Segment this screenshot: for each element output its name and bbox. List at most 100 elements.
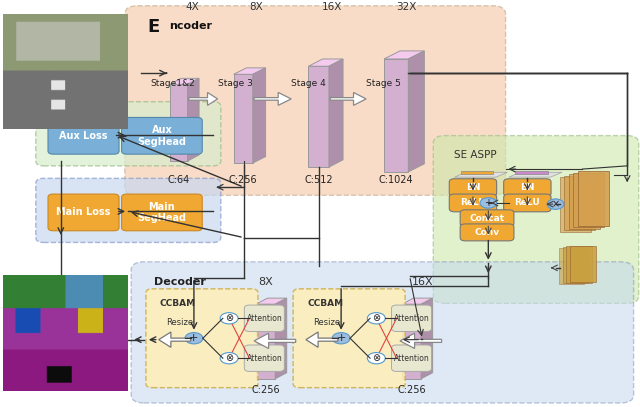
Polygon shape — [408, 51, 424, 172]
Text: C:256: C:256 — [229, 175, 257, 185]
FancyBboxPatch shape — [122, 118, 202, 154]
Text: 16X: 16X — [412, 277, 433, 287]
Polygon shape — [461, 171, 493, 174]
Text: Attention: Attention — [246, 354, 282, 363]
FancyBboxPatch shape — [570, 245, 596, 282]
FancyBboxPatch shape — [460, 224, 514, 241]
Circle shape — [220, 352, 238, 364]
FancyBboxPatch shape — [433, 136, 639, 303]
Text: Resize: Resize — [166, 318, 193, 327]
Circle shape — [480, 198, 497, 208]
FancyBboxPatch shape — [566, 246, 592, 282]
Text: Attention: Attention — [394, 354, 429, 363]
Text: C:256: C:256 — [252, 385, 280, 395]
Polygon shape — [402, 298, 433, 304]
FancyBboxPatch shape — [392, 345, 431, 372]
Text: ncoder: ncoder — [170, 21, 212, 31]
Text: Concat: Concat — [470, 214, 504, 223]
Polygon shape — [454, 172, 508, 177]
Text: SE ASPP: SE ASPP — [454, 150, 497, 160]
FancyBboxPatch shape — [460, 210, 514, 227]
Text: ⊗: ⊗ — [225, 313, 233, 323]
Text: Main Loss: Main Loss — [56, 208, 111, 217]
Circle shape — [367, 352, 385, 364]
Text: 8X: 8X — [258, 277, 273, 287]
FancyBboxPatch shape — [244, 345, 284, 372]
FancyBboxPatch shape — [36, 102, 221, 166]
Text: 8X: 8X — [249, 2, 263, 12]
Polygon shape — [256, 304, 275, 379]
Polygon shape — [234, 68, 266, 74]
Circle shape — [367, 313, 385, 324]
Polygon shape — [330, 92, 366, 105]
FancyBboxPatch shape — [449, 179, 497, 197]
Text: C:64: C:64 — [168, 175, 189, 185]
Text: Aux
SegHead: Aux SegHead — [138, 125, 186, 147]
Text: ⊗: ⊗ — [372, 353, 380, 363]
FancyBboxPatch shape — [293, 289, 405, 387]
Polygon shape — [384, 59, 408, 172]
Text: ⊗: ⊗ — [225, 353, 233, 363]
Polygon shape — [306, 332, 338, 347]
Text: BN: BN — [520, 183, 534, 192]
Text: 4X: 4X — [185, 2, 199, 12]
FancyBboxPatch shape — [392, 305, 431, 331]
Polygon shape — [170, 84, 188, 161]
Text: Stage1&2: Stage1&2 — [150, 79, 195, 88]
Text: 16X: 16X — [321, 2, 342, 12]
Text: +: + — [337, 333, 346, 343]
FancyBboxPatch shape — [449, 194, 497, 212]
Polygon shape — [188, 78, 199, 161]
Polygon shape — [254, 333, 296, 348]
Polygon shape — [402, 304, 421, 379]
Text: Attention: Attention — [246, 314, 282, 323]
Text: ReLU: ReLU — [460, 199, 486, 208]
Polygon shape — [189, 92, 218, 105]
Text: C:1024: C:1024 — [379, 175, 413, 185]
Polygon shape — [234, 74, 253, 163]
Text: ⊗: ⊗ — [372, 313, 380, 323]
Text: +: + — [189, 333, 198, 343]
Polygon shape — [384, 51, 424, 59]
Text: Decoder: Decoder — [154, 277, 205, 287]
Polygon shape — [400, 333, 442, 348]
Polygon shape — [308, 66, 329, 167]
Text: CCBAM: CCBAM — [160, 299, 196, 308]
Polygon shape — [254, 92, 291, 105]
FancyBboxPatch shape — [569, 174, 600, 229]
Text: Aux Loss: Aux Loss — [60, 131, 108, 141]
Circle shape — [185, 333, 203, 344]
Text: Stage 4: Stage 4 — [291, 79, 326, 88]
Text: $\mathbf{E}$: $\mathbf{E}$ — [147, 18, 160, 36]
FancyBboxPatch shape — [244, 305, 284, 331]
FancyBboxPatch shape — [559, 248, 584, 284]
Text: 32X: 32X — [396, 2, 417, 12]
Text: Attention: Attention — [394, 314, 429, 323]
FancyBboxPatch shape — [146, 289, 258, 387]
Text: CCBAM: CCBAM — [307, 299, 343, 308]
FancyBboxPatch shape — [504, 194, 551, 212]
Polygon shape — [256, 298, 287, 304]
Text: C:256: C:256 — [397, 385, 426, 395]
Polygon shape — [329, 59, 343, 167]
FancyBboxPatch shape — [564, 176, 595, 230]
Text: C:512: C:512 — [305, 175, 333, 185]
FancyBboxPatch shape — [48, 118, 119, 154]
Polygon shape — [308, 59, 343, 66]
Text: +: + — [484, 198, 492, 208]
FancyBboxPatch shape — [48, 194, 119, 231]
Text: Conv: Conv — [474, 228, 500, 237]
Text: ×: × — [552, 199, 559, 209]
FancyBboxPatch shape — [122, 194, 202, 231]
Polygon shape — [170, 78, 199, 84]
FancyBboxPatch shape — [131, 262, 634, 403]
Text: Stage 3: Stage 3 — [218, 79, 252, 88]
Polygon shape — [159, 332, 191, 347]
Polygon shape — [421, 298, 433, 379]
FancyBboxPatch shape — [125, 6, 506, 195]
FancyBboxPatch shape — [560, 177, 591, 232]
Text: ReLU: ReLU — [515, 199, 540, 208]
Circle shape — [332, 333, 350, 344]
FancyBboxPatch shape — [563, 247, 588, 283]
FancyBboxPatch shape — [504, 179, 551, 197]
